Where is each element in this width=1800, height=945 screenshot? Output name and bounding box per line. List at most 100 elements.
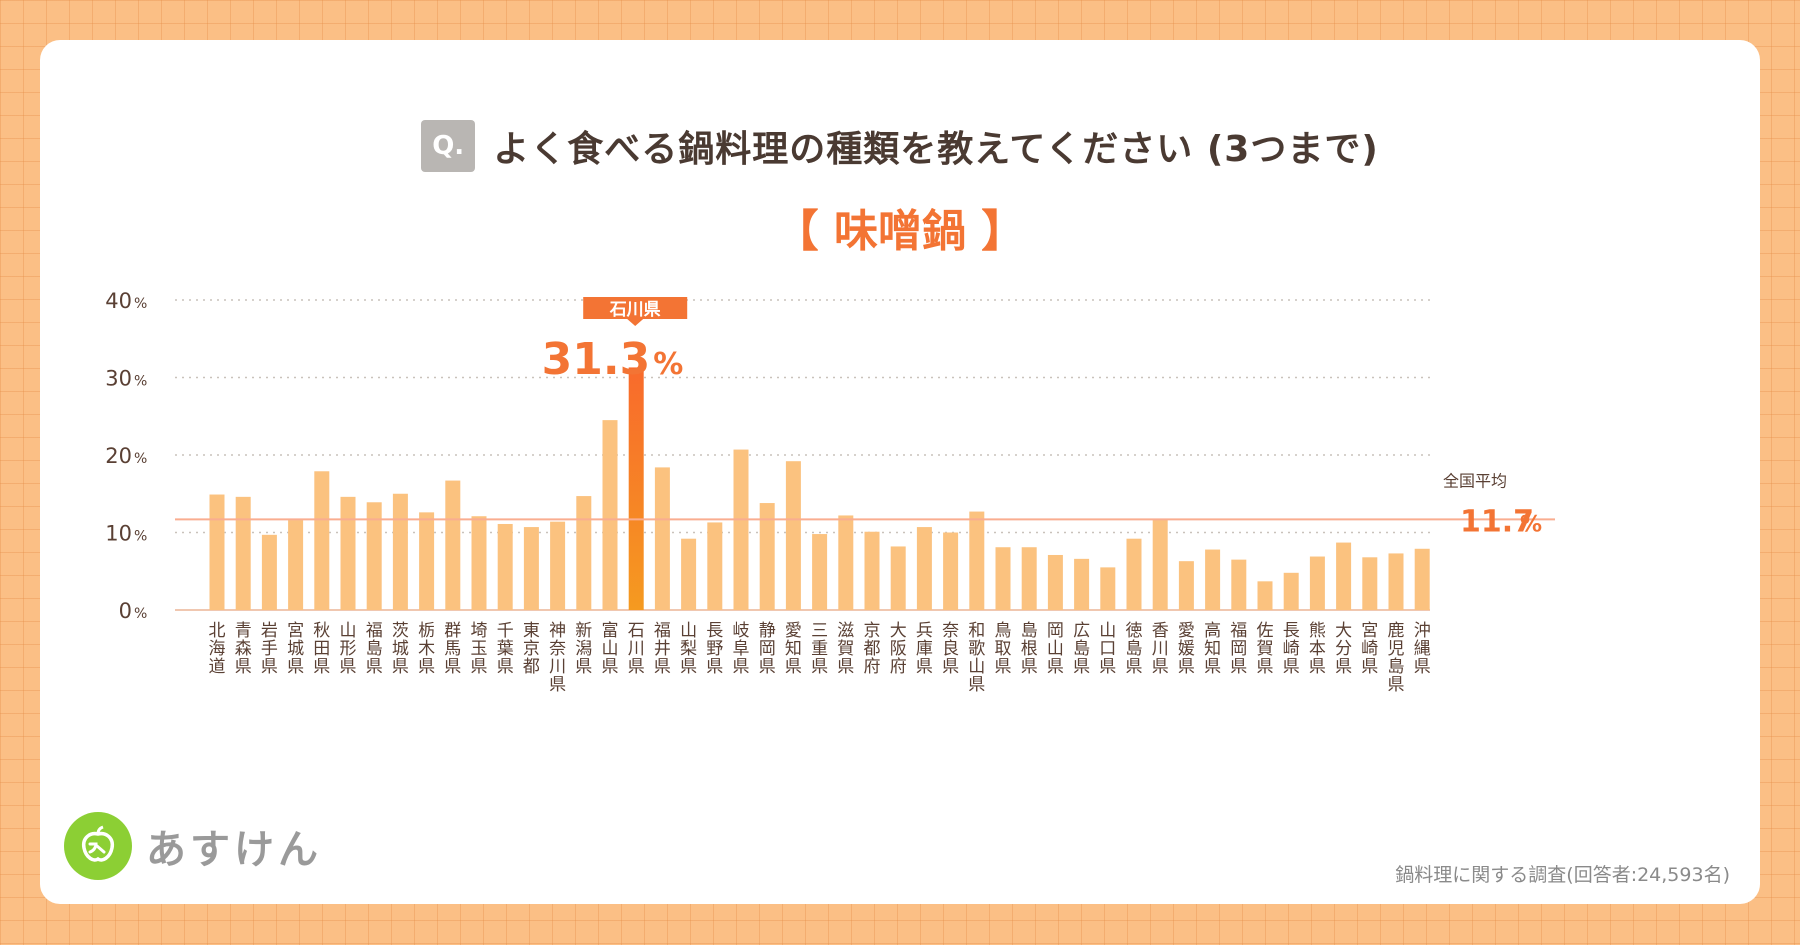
x-tick-label: 広島県 (1073, 621, 1090, 677)
x-tick-label: 島根県 (1021, 621, 1038, 677)
x-tick-label: 愛媛県 (1178, 621, 1195, 677)
y-tick-label: 20 (105, 444, 132, 468)
x-tick-label: 岩手県 (261, 621, 278, 677)
y-tick-label: 10 (105, 522, 132, 546)
x-tick-label: 福岡県 (1230, 621, 1247, 677)
x-tick-label: 福島県 (366, 621, 383, 677)
x-tick-label: 青森県 (235, 621, 252, 677)
x-tick-label: 愛知県 (785, 621, 802, 677)
card: Q. よく食べる鍋料理の種類を教えてください (3つまで) 【 味噌鍋 】 0%… (40, 40, 1760, 904)
bar (235, 496, 251, 610)
bar (1336, 542, 1352, 610)
y-tick-unit: % (134, 451, 147, 467)
bar (523, 527, 539, 610)
bar (209, 494, 225, 610)
highlight-unit: % (653, 347, 683, 382)
y-tick-unit: % (134, 606, 147, 622)
bar (916, 527, 932, 610)
x-tick-label: 栃木県 (418, 621, 435, 677)
bar (1152, 518, 1168, 610)
bar (419, 512, 435, 610)
bar (681, 538, 697, 610)
bar (733, 449, 749, 610)
x-tick-label: 東京都 (523, 621, 540, 677)
bar (890, 546, 906, 610)
footnote: 鍋料理に関する調査(回答者:24,593名) (1395, 864, 1730, 886)
bar (550, 521, 566, 610)
x-tick-label: 秋田県 (313, 621, 330, 677)
y-tick-label: 40 (105, 289, 132, 313)
highlight-tag (583, 297, 688, 326)
bar (628, 367, 644, 610)
x-tick-label: 静岡県 (759, 621, 776, 677)
chart-title: よく食べる鍋料理の種類を教えてください (3つまで) (493, 129, 1379, 170)
bar (1205, 549, 1221, 610)
highlight-value: 31.3 (542, 334, 651, 385)
x-tick-label: 高知県 (1204, 621, 1221, 677)
bar (1257, 581, 1273, 610)
x-tick-label: 群馬県 (444, 621, 461, 677)
x-tick-label: 岡山県 (1047, 621, 1064, 677)
x-tick-label: 宮崎県 (1361, 621, 1378, 677)
x-tick-label: 兵庫県 (916, 621, 933, 677)
average-unit: % (1520, 512, 1542, 537)
x-tick-label: 富山県 (602, 621, 619, 677)
bar (1178, 561, 1194, 610)
bar (1414, 548, 1430, 610)
bar (1231, 559, 1247, 610)
x-tick-label: 山形県 (340, 621, 357, 677)
x-tick-label: 徳島県 (1126, 621, 1143, 677)
bar (864, 531, 880, 610)
bar (445, 480, 461, 610)
bar (261, 534, 277, 610)
x-tick-label: 大阪府 (890, 621, 907, 677)
bar (785, 461, 801, 610)
x-tick-label: 千葉県 (497, 621, 514, 677)
x-tick-label: 神奈川県 (549, 621, 566, 695)
x-tick-label: 茨城県 (392, 621, 409, 677)
x-tick-label: 鳥取県 (995, 621, 1012, 677)
bar (1283, 572, 1299, 610)
x-tick-label: 和歌山県 (968, 621, 985, 695)
x-tick-label: 鹿児島県 (1388, 621, 1405, 695)
question-badge: Q. (421, 120, 476, 172)
bar (497, 523, 513, 610)
x-tick-label: 北海道 (209, 621, 226, 677)
bar (1100, 567, 1116, 610)
bar (838, 515, 854, 610)
brand-logo: あすけん (64, 812, 322, 880)
bar-chart: 0 %10 %20 %30 %40 %北海道青森県岩手県宮城県秋田県山形県福島県茨城県栃木… (105, 289, 1555, 695)
x-tick-label: 埼玉県 (471, 621, 488, 677)
bar (576, 496, 592, 610)
y-tick-unit: % (134, 529, 147, 545)
bar (602, 420, 618, 610)
bar (392, 493, 408, 610)
x-tick-label: 石川県 (628, 621, 645, 677)
bar (812, 534, 828, 610)
bar (969, 511, 985, 610)
x-tick-label: 長崎県 (1283, 621, 1300, 677)
chart-subtitle: 【 味噌鍋 】 (774, 206, 1026, 257)
bar (1074, 558, 1090, 610)
question-header: Q. よく食べる鍋料理の種類を教えてください (3つまで) (40, 120, 1760, 172)
y-tick-unit: % (134, 374, 147, 390)
bar (288, 520, 304, 610)
bar (1021, 547, 1037, 610)
x-tick-label: 山口県 (1099, 621, 1116, 677)
highlight-label: 石川県 (609, 300, 661, 320)
average-value: 11.7 (1460, 504, 1534, 539)
x-tick-label: 大分県 (1335, 621, 1352, 677)
bar (1388, 553, 1404, 610)
x-tick-label: 奈良県 (942, 621, 959, 677)
bar (366, 502, 382, 610)
bar (759, 503, 775, 610)
x-tick-label: 熊本県 (1309, 621, 1326, 677)
apple-logo-icon (64, 812, 132, 880)
y-tick-label: 0 (119, 599, 132, 623)
bar (654, 467, 670, 610)
bar (1126, 538, 1142, 610)
x-tick-label: 滋賀県 (837, 621, 854, 677)
x-tick-label: 香川県 (1152, 621, 1169, 677)
x-tick-label: 京都府 (864, 621, 881, 677)
x-tick-label: 沖縄県 (1414, 621, 1431, 677)
